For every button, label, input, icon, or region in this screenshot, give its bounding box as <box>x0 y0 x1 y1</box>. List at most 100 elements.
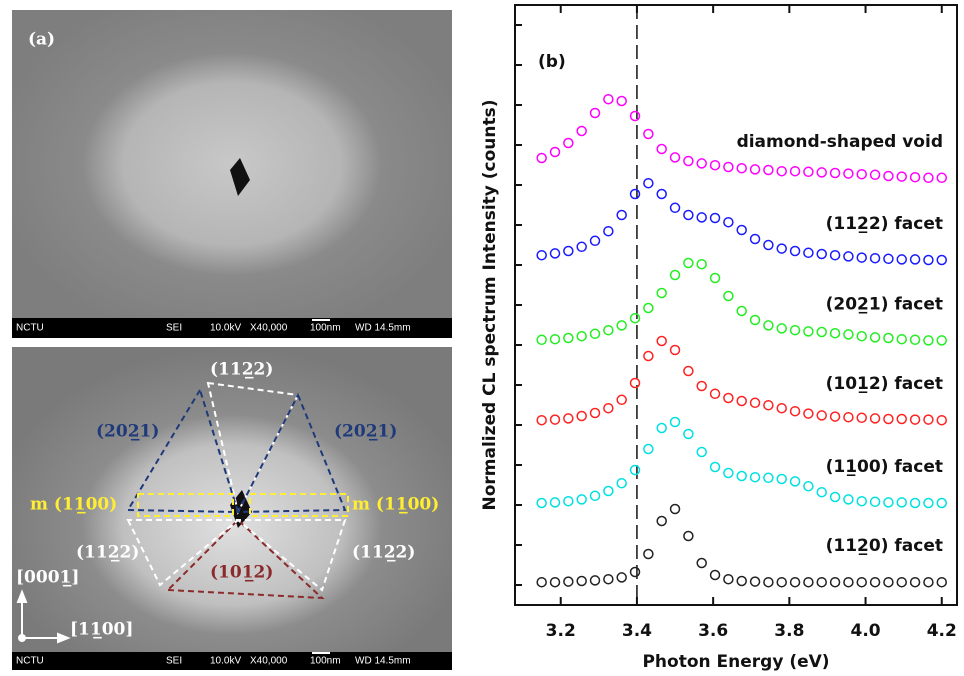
data-point <box>856 168 867 180</box>
data-point <box>709 212 721 224</box>
data-point <box>723 467 734 479</box>
data-point <box>563 137 574 149</box>
data-point <box>696 258 707 270</box>
info-bar-text: WD 14.5mm <box>355 323 411 334</box>
data-point <box>589 107 601 119</box>
data-point <box>643 443 654 455</box>
data-point <box>803 166 814 178</box>
data-point <box>709 461 721 473</box>
data-point <box>549 248 561 259</box>
data-point <box>843 168 854 179</box>
data-point <box>763 239 774 251</box>
info-bar-text: SEI <box>166 656 182 667</box>
data-point <box>656 335 667 347</box>
data-point <box>669 503 681 515</box>
data-point <box>683 155 694 167</box>
axis-direction: [0001̲] <box>16 568 79 588</box>
data-point <box>883 170 894 182</box>
annotation: (112̲2) <box>210 360 273 380</box>
data-point <box>736 162 747 174</box>
data-point <box>736 575 747 587</box>
data-point <box>923 172 934 184</box>
data-point <box>749 233 761 245</box>
annotation: (202̲1) <box>334 422 397 442</box>
data-point <box>763 320 774 331</box>
data-point <box>749 471 761 483</box>
x-axis-label: Photon Energy (eV) <box>642 652 829 672</box>
info-bar-text: SEI <box>166 323 182 334</box>
x-tick-label: 3.8 <box>774 621 804 641</box>
data-point <box>603 93 614 105</box>
annotation: (112̲2) <box>76 543 139 563</box>
data-point <box>696 446 707 458</box>
data-point <box>629 566 641 578</box>
info-bar-text: X40,000 <box>250 656 288 667</box>
data-point <box>669 269 681 281</box>
data-point <box>763 164 774 176</box>
data-point <box>803 480 814 492</box>
data-point <box>803 247 814 259</box>
data-point <box>629 188 641 200</box>
data-point <box>576 241 587 253</box>
data-point <box>643 177 654 189</box>
series-label: diamond-shaped void <box>737 132 943 152</box>
panel-label: (a) <box>28 30 55 50</box>
data-point <box>603 573 614 585</box>
data-point <box>936 576 948 588</box>
series-label: (112̲2) facet <box>826 214 943 234</box>
data-point <box>829 327 841 339</box>
data-point <box>909 254 921 265</box>
data-point <box>669 202 681 214</box>
data-point <box>656 515 667 527</box>
data-point <box>536 334 547 346</box>
data-point <box>829 411 841 422</box>
data-point <box>856 330 867 342</box>
data-point <box>869 252 881 264</box>
data-point <box>896 576 907 588</box>
data-point <box>936 254 948 266</box>
data-point <box>763 576 774 588</box>
data-point <box>603 225 614 237</box>
info-bar-text: 100nm <box>310 656 341 667</box>
data-point <box>736 305 747 317</box>
data-point <box>763 472 774 484</box>
data-point <box>696 380 707 392</box>
data-point <box>589 328 601 340</box>
data-point <box>549 497 561 508</box>
annotation: (101̲2) <box>210 563 273 583</box>
data-point <box>776 323 787 334</box>
data-point <box>736 395 747 407</box>
data-point <box>589 575 601 586</box>
info-bar-text: 10.0kV <box>210 323 241 334</box>
info-bar-text: NCTU <box>16 656 44 667</box>
facet-outlines <box>126 381 349 600</box>
y-axis-label: Normalized CL spectrum Intensity (counts… <box>480 99 500 510</box>
data-point <box>563 413 574 424</box>
data-point <box>776 165 787 177</box>
data-point <box>909 414 921 425</box>
data-point <box>896 497 907 508</box>
data-point <box>669 344 681 356</box>
data-point <box>829 576 841 588</box>
data-point <box>696 212 707 223</box>
data-point <box>669 152 681 163</box>
data-point <box>656 143 667 155</box>
data-point <box>576 330 587 342</box>
data-point <box>656 422 667 434</box>
data-point <box>789 324 801 336</box>
info-bar-text: WD 14.5mm <box>355 656 411 667</box>
data-point <box>763 399 774 411</box>
data-point <box>856 412 867 424</box>
data-point <box>789 476 801 487</box>
data-point <box>683 428 694 440</box>
data-point <box>869 576 881 588</box>
data-point <box>629 110 641 122</box>
data-point <box>829 249 841 261</box>
data-point <box>776 243 787 254</box>
info-bar <box>12 652 452 670</box>
data-point <box>789 576 801 588</box>
data-point <box>856 495 867 507</box>
data-point <box>856 576 867 588</box>
data-point <box>776 576 787 588</box>
series-label: (112̲0) facet <box>826 536 943 556</box>
